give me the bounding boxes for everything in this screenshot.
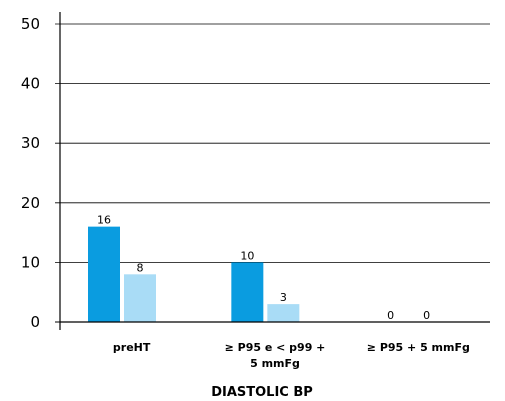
bar-s2-c2 [267, 304, 300, 322]
bars [88, 226, 300, 322]
data-label: 8 [137, 261, 144, 274]
category-label-line: preHT [113, 341, 151, 354]
data-labels: 16 8 10 3 0 0 [97, 214, 430, 322]
data-label: 0 [387, 309, 394, 322]
bar-s2-c1 [124, 274, 156, 322]
bar-s1-c1 [88, 226, 120, 322]
axes [55, 12, 490, 330]
y-tick-label: 20 [21, 194, 40, 212]
x-axis-title: DIASTOLIC BP [211, 385, 313, 400]
data-label: 16 [97, 214, 111, 227]
y-tick-label: 40 [21, 75, 40, 93]
category-label-line: ≥ P95 + 5 mmFg [367, 341, 470, 354]
category-label-line: ≥ P95 e < p99 + [225, 341, 326, 354]
y-tick-label: 0 [30, 313, 40, 331]
gridlines [55, 23, 490, 263]
category-label: preHT [113, 341, 151, 354]
y-tick-label: 10 [21, 253, 40, 271]
data-label: 3 [280, 291, 287, 304]
bar-s1-c2 [231, 262, 264, 322]
data-label: 10 [240, 249, 254, 262]
category-label: ≥ P95 + 5 mmFg [367, 341, 470, 354]
data-label: 0 [423, 309, 430, 322]
y-tick-label: 50 [21, 15, 40, 33]
y-tick-label: 30 [21, 134, 40, 152]
category-label-line: 5 mmFg [250, 357, 300, 370]
category-labels: preHT ≥ P95 e < p99 + 5 mmFg ≥ P95 + 5 mmFg [113, 341, 470, 370]
category-label: ≥ P95 e < p99 + 5 mmFg [225, 341, 326, 370]
y-tick-labels: 0 10 20 30 40 50 [21, 15, 40, 331]
